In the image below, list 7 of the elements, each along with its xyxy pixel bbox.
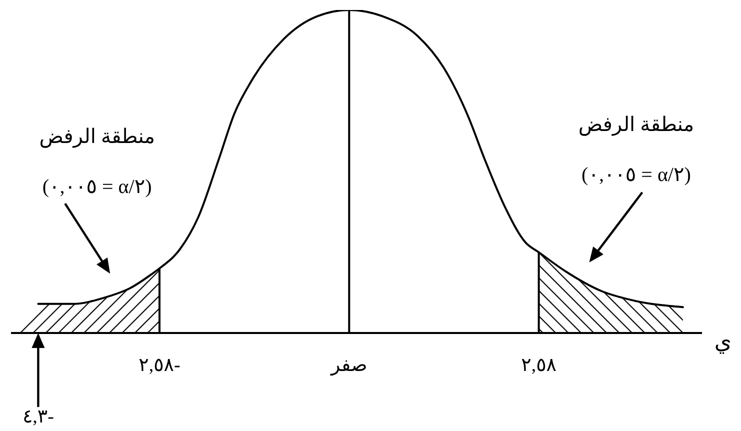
x-axis-title: ي [714, 328, 732, 354]
x-tick-label: ٢,٥٨ [521, 355, 556, 376]
text: منطقة الرفض (٠,٠٠٥ = α/٢) [39, 126, 155, 198]
text: منطقة الرفض (٠,٠٠٥ = α/٢) [578, 114, 694, 186]
text: ٤,٣- [22, 406, 54, 428]
x-tick-label: ٢,٥٨- [138, 355, 180, 376]
x-tick-label: صفر [330, 355, 368, 376]
